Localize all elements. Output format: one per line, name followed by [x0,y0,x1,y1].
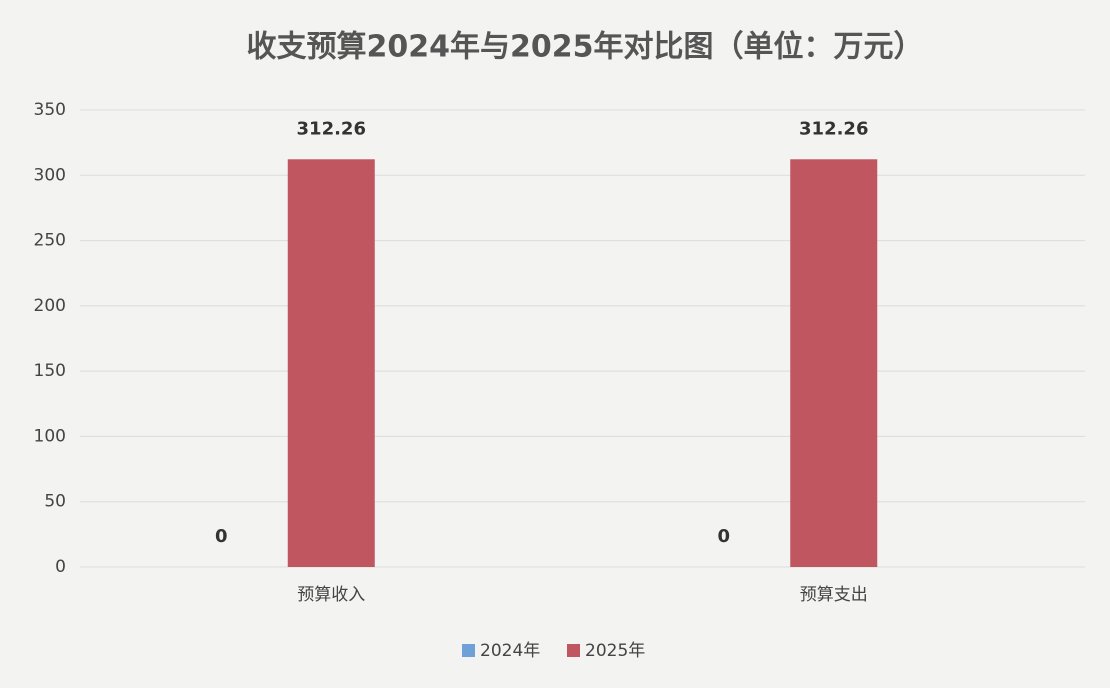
legend-label: 2025年 [585,641,645,661]
x-tick-label: 预算支出 [800,585,868,605]
y-tick-label: 150 [34,361,66,381]
y-tick-label: 200 [34,296,66,316]
bar [287,159,375,568]
y-tick-label: 0 [55,557,66,577]
data-label: 312.26 [297,118,366,139]
y-tick-label: 300 [34,165,66,185]
bar [790,159,878,568]
legend-label: 2024年 [480,641,540,661]
data-label: 0 [717,526,730,547]
legend-swatch [462,644,475,657]
x-tick-label: 预算收入 [297,585,365,605]
chart-title: 收支预算2024年与2025年对比图（单位：万元） [247,30,924,65]
data-label: 312.26 [799,118,868,139]
legend-swatch [567,644,580,657]
y-tick-label: 50 [44,492,66,512]
y-tick-label: 100 [34,426,66,446]
y-tick-label: 350 [34,100,66,120]
y-tick-label: 250 [34,231,66,251]
data-label: 0 [215,526,228,547]
